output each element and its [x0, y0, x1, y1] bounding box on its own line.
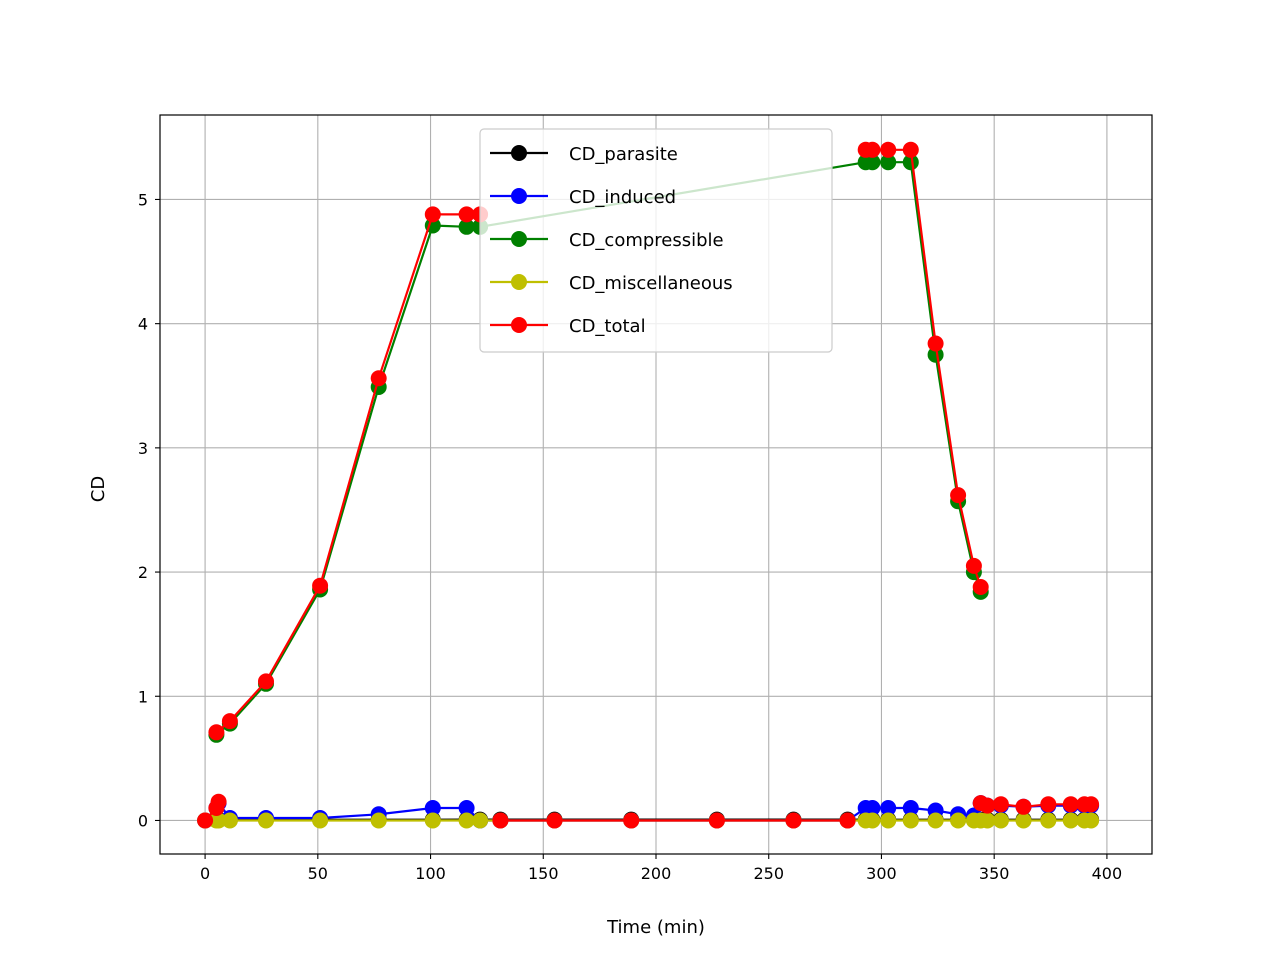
- data-point: [1040, 796, 1057, 813]
- data-point: [210, 793, 227, 810]
- legend-marker: [511, 145, 527, 161]
- data-point: [864, 154, 881, 171]
- legend-item: CD_total: [490, 316, 646, 337]
- data-point: [370, 812, 387, 829]
- x-tick-label: 150: [528, 864, 559, 883]
- x-tick-label: 200: [641, 864, 672, 883]
- data-point: [785, 812, 802, 829]
- y-tick-label: 2: [138, 563, 148, 582]
- series-cd-total: [197, 141, 1100, 829]
- legend-label: CD_induced: [569, 187, 676, 208]
- data-point: [458, 812, 475, 829]
- data-point: [623, 812, 640, 829]
- data-point: [1040, 812, 1057, 829]
- legend-label: CD_compressible: [569, 230, 724, 251]
- data-point: [258, 812, 274, 829]
- data-point: [1083, 812, 1100, 829]
- data-point: [902, 812, 919, 829]
- data-point: [472, 812, 489, 829]
- legend-marker: [511, 274, 527, 290]
- legend-marker: [511, 231, 527, 247]
- data-point: [208, 724, 225, 741]
- data-point: [221, 812, 238, 829]
- data-point: [458, 800, 475, 816]
- x-tick-label: 400: [1092, 864, 1123, 883]
- data-point: [258, 673, 274, 690]
- data-point: [880, 800, 897, 816]
- data-point: [950, 487, 967, 504]
- data-point: [424, 206, 441, 223]
- data-point: [424, 812, 441, 829]
- data-point: [458, 206, 475, 223]
- data-point: [979, 797, 996, 814]
- legend-item: CD_compressible: [490, 230, 724, 251]
- data-point: [864, 141, 881, 158]
- data-point: [927, 335, 944, 352]
- data-point: [210, 812, 227, 829]
- legend-label: CD_miscellaneous: [569, 273, 733, 294]
- data-point: [197, 812, 214, 829]
- data-point: [902, 154, 919, 171]
- data-point: [927, 346, 944, 363]
- legend-item: CD_parasite: [490, 144, 678, 165]
- data-point: [1015, 812, 1032, 829]
- data-point: [1015, 798, 1032, 815]
- data-point: [864, 800, 881, 816]
- data-point: [458, 218, 475, 235]
- y-tick-label: 3: [138, 439, 148, 458]
- data-point: [221, 713, 238, 730]
- y-tick-label: 4: [138, 315, 148, 334]
- x-axis-label: Time (min): [606, 917, 705, 938]
- x-tick-label: 300: [866, 864, 897, 883]
- data-point: [839, 812, 856, 829]
- legend-marker: [511, 188, 527, 204]
- data-point: [880, 812, 897, 829]
- data-point: [708, 812, 725, 829]
- data-point: [1062, 796, 1079, 813]
- legend-label: CD_parasite: [569, 144, 678, 165]
- x-tick-label: 350: [979, 864, 1010, 883]
- legend-item: CD_induced: [490, 187, 676, 208]
- x-tick-label: 250: [753, 864, 784, 883]
- data-point: [902, 141, 919, 158]
- y-tick-label: 1: [138, 687, 148, 706]
- y-tick-label: 0: [138, 811, 148, 830]
- legend-label: CD_total: [569, 316, 646, 337]
- data-point: [992, 812, 1009, 829]
- legend-item: CD_miscellaneous: [490, 273, 733, 294]
- data-point: [902, 800, 919, 816]
- data-point: [864, 812, 881, 829]
- data-point: [979, 812, 996, 829]
- data-point: [370, 370, 387, 387]
- data-point: [972, 579, 989, 595]
- data-point: [312, 812, 329, 829]
- y-tick-label: 5: [138, 190, 148, 209]
- series-layer: [197, 141, 1100, 829]
- data-point: [1062, 812, 1079, 829]
- x-tick-label: 100: [415, 864, 446, 883]
- data-point: [546, 812, 563, 829]
- x-tick-label: 0: [200, 864, 210, 883]
- legend: CD_parasite CD_induced CD_compressible CD_m…: [479, 128, 833, 353]
- data-point: [312, 577, 329, 594]
- y-axis-label: CD: [88, 476, 109, 502]
- data-point: [927, 812, 944, 829]
- data-point: [492, 812, 509, 829]
- data-point: [880, 154, 897, 171]
- data-point: [1083, 796, 1100, 813]
- data-point: [992, 796, 1009, 813]
- data-point: [950, 812, 967, 829]
- data-point: [424, 800, 441, 816]
- legend-marker: [511, 317, 527, 333]
- data-point: [965, 557, 982, 574]
- legend-box: [479, 128, 833, 353]
- data-point: [880, 141, 897, 158]
- x-tick-label: 50: [308, 864, 328, 883]
- axis-ticks: 0 50 100 150 200 250 300 350 400 0 1 2 3 4 5: [138, 190, 1122, 883]
